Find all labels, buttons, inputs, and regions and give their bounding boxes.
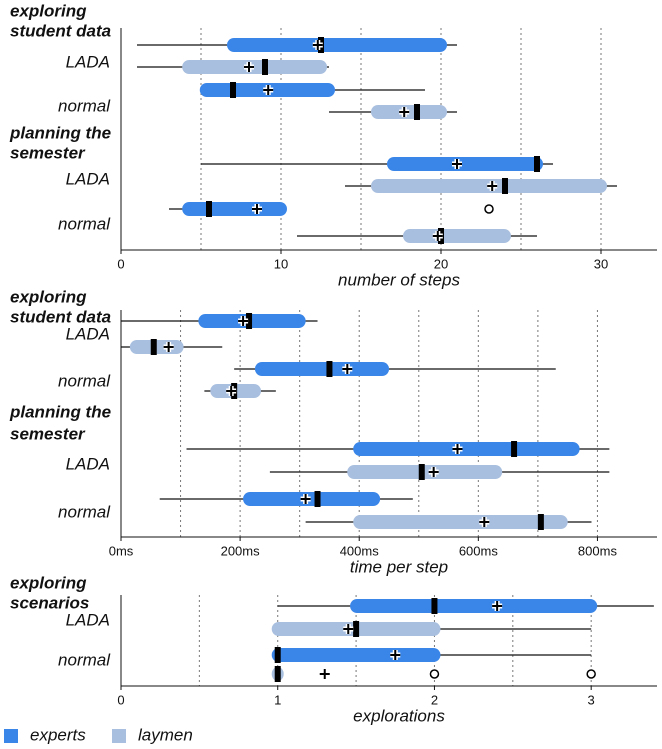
median [353, 621, 360, 637]
box [387, 157, 543, 171]
x-tick-label: 0 [117, 256, 124, 271]
mean [492, 601, 503, 611]
x-tick-label: 600ms [459, 543, 499, 558]
legend-label: laymen [138, 725, 193, 744]
mean [342, 364, 353, 374]
median [534, 156, 540, 172]
box [243, 492, 381, 506]
mean [452, 444, 463, 454]
box [182, 202, 287, 216]
x-tick-label: 400ms [340, 543, 380, 558]
row-label: LADA [66, 169, 110, 188]
row-label: normal [58, 650, 111, 669]
row-label: LADA [66, 52, 110, 71]
x-tick-label: 2 [431, 692, 438, 707]
median [431, 598, 438, 614]
median [418, 464, 425, 480]
x-tick-label: 0 [117, 692, 124, 707]
mean [226, 386, 237, 396]
median [314, 491, 321, 507]
legend-swatch [4, 729, 18, 743]
row-label: normal [58, 96, 111, 115]
median [246, 313, 253, 329]
mean [319, 669, 330, 679]
x-tick-label: 3 [588, 692, 595, 707]
x-tick-label: 800ms [578, 543, 618, 558]
x-tick-label: 10 [274, 256, 288, 271]
box [271, 648, 441, 662]
box [227, 38, 447, 52]
box [403, 229, 511, 243]
x-tick-label: 1 [274, 692, 281, 707]
x-tick-label: 0ms [109, 543, 134, 558]
mean [312, 40, 323, 50]
x-axis-label: explorations [353, 706, 445, 725]
median [274, 647, 281, 663]
median [326, 361, 333, 377]
row-label: normal [58, 214, 111, 233]
box [353, 515, 568, 529]
mean [238, 316, 249, 326]
median [511, 441, 518, 457]
mean [343, 624, 354, 634]
outlier [429, 669, 440, 679]
mean [244, 62, 254, 72]
median [230, 82, 236, 98]
legend-swatch [112, 729, 126, 743]
group-title: planning the [9, 123, 111, 142]
median [206, 201, 212, 217]
row-label: normal [58, 502, 111, 521]
mean [399, 107, 410, 117]
group-title: semester [10, 424, 86, 443]
mean [263, 85, 274, 95]
median [537, 514, 544, 530]
box [350, 599, 598, 613]
row-label: LADA [66, 610, 110, 629]
mean [252, 204, 262, 214]
median [262, 59, 268, 75]
group-title: student data [10, 21, 111, 40]
box [353, 442, 580, 456]
group-title: student data [10, 307, 111, 326]
mean [163, 342, 174, 352]
mean [479, 517, 490, 527]
x-tick-label: 200ms [221, 543, 261, 558]
group-title: scenarios [10, 593, 89, 612]
mean [300, 494, 311, 504]
box [182, 60, 327, 74]
mean [432, 231, 443, 241]
legend-label: experts [30, 725, 86, 744]
median [414, 104, 420, 120]
median [502, 178, 508, 194]
mean [428, 467, 439, 477]
group-title: exploring [10, 573, 87, 592]
mean [452, 159, 462, 169]
median [150, 339, 157, 355]
median [274, 666, 281, 682]
mean [487, 181, 498, 191]
box [254, 362, 390, 376]
row-label: LADA [66, 324, 110, 343]
group-title: semester [10, 143, 86, 162]
group-title: exploring [10, 287, 87, 306]
mean [390, 650, 401, 660]
x-axis-label: time per step [350, 557, 448, 576]
outlier [586, 669, 596, 679]
group-title: planning the [9, 402, 111, 421]
group-title: exploring [10, 1, 87, 20]
x-tick-label: 30 [594, 256, 608, 271]
x-tick-label: 20 [434, 256, 448, 271]
x-axis-label: number of steps [338, 270, 460, 289]
row-label: normal [58, 371, 111, 390]
row-label: LADA [66, 454, 110, 473]
outlier [484, 204, 494, 214]
